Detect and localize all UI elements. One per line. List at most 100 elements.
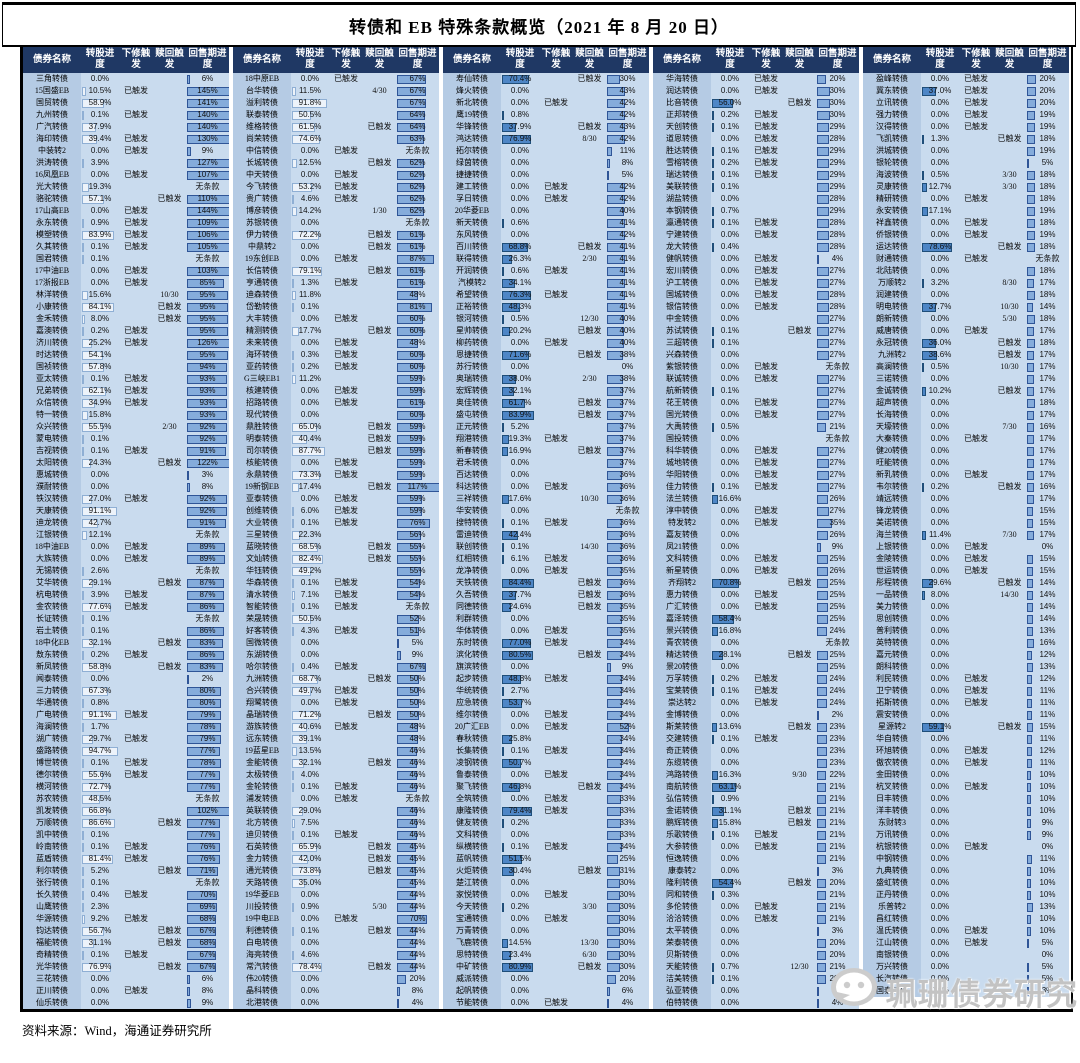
conversion-progress: 0.0% [291, 145, 329, 157]
bond-name: 游族转债 [233, 721, 291, 733]
put-period-progress: 51% [396, 625, 439, 637]
conversion-progress: 0.0% [711, 397, 749, 409]
put-period-progress-bar [817, 98, 830, 108]
put-period-progress-bar [187, 110, 229, 120]
downward-revision-trigger [329, 325, 363, 337]
downward-revision-trigger: 已触发 [329, 661, 363, 673]
put-period-progress-bar [1027, 722, 1034, 732]
redemption-trigger [993, 901, 1026, 913]
conversion-progress: 0.1% [711, 685, 749, 697]
redemption-trigger: 8/30 [573, 133, 606, 145]
bond-name: 九洲转债 [233, 673, 291, 685]
bond-name: 特发转2 [653, 517, 711, 529]
redemption-trigger: 已触发 [363, 445, 396, 457]
downward-revision-trigger: 已触发 [749, 277, 783, 289]
conversion-progress-bar [82, 290, 88, 300]
conversion-progress-bar [82, 842, 84, 852]
conversion-progress: 0.9% [81, 217, 119, 229]
redemption-trigger [993, 229, 1026, 241]
conversion-progress-bar [502, 530, 519, 540]
conversion-progress-bar [292, 434, 308, 444]
redemption-trigger [993, 505, 1026, 517]
redemption-trigger: 已触发 [363, 121, 396, 133]
put-period-progress-bar [397, 470, 423, 480]
conversion-progress: 0.0% [501, 709, 539, 721]
conversion-progress-bar [82, 770, 104, 780]
redemption-trigger [153, 73, 186, 85]
conversion-progress-bar [712, 482, 714, 492]
downward-revision-trigger [119, 421, 153, 433]
downward-revision-trigger [539, 133, 573, 145]
redemption-trigger [153, 553, 186, 565]
put-period-progress-bar [817, 758, 827, 768]
put-period-progress: 28% [816, 193, 859, 205]
put-period-progress: 23% [816, 721, 859, 733]
put-period-progress-bar [187, 866, 218, 876]
conversion-progress: 0.1% [291, 601, 329, 613]
bond-name: 通光转债 [233, 865, 291, 877]
put-period-progress: 55% [396, 541, 439, 553]
conversion-progress-bar [502, 278, 515, 288]
bond-name: 天壕转债 [863, 421, 921, 433]
put-period-progress-bar [187, 890, 218, 900]
put-period-progress: 80% [186, 697, 229, 709]
conversion-progress: 0.1% [711, 217, 749, 229]
put-period-progress: 17% [1026, 445, 1069, 457]
downward-revision-trigger [329, 865, 363, 877]
conversion-progress: 34.1% [501, 277, 539, 289]
conversion-progress-bar [82, 386, 106, 396]
put-period-progress: 34% [606, 685, 649, 697]
redemption-trigger [363, 193, 396, 205]
conversion-progress-bar [922, 386, 926, 396]
downward-revision-trigger [119, 577, 153, 589]
redemption-trigger: 10/30 [573, 493, 606, 505]
bond-name: 长信转债 [233, 265, 291, 277]
bond-name: 淳中转债 [653, 505, 711, 517]
put-period-progress: 68% [186, 937, 229, 949]
downward-revision-trigger [749, 661, 783, 673]
redemption-trigger [993, 889, 1026, 901]
bond-name: 广电转债 [23, 709, 81, 721]
put-period-progress-bar [1027, 350, 1035, 360]
downward-revision-trigger: 已触发 [749, 265, 783, 277]
conversion-progress: 0.0% [921, 457, 959, 469]
put-period-progress-bar [817, 686, 828, 696]
conversion-progress-bar [82, 938, 94, 948]
put-period-progress: 17% [1026, 529, 1069, 541]
downward-revision-trigger: 已触发 [119, 889, 153, 901]
put-period-progress: 21% [816, 913, 859, 925]
put-period-progress-bar [607, 458, 623, 468]
put-period-progress: 56% [396, 529, 439, 541]
redemption-trigger [153, 157, 186, 169]
put-period-progress-bar [187, 338, 229, 348]
conversion-progress: 0.0% [921, 925, 959, 937]
conversion-progress: 0.0% [921, 613, 959, 625]
bond-name: 永冠转债 [863, 337, 921, 349]
put-period-progress: 33% [606, 817, 649, 829]
redemption-trigger: 已触发 [993, 337, 1026, 349]
put-period-progress: 59% [396, 469, 439, 481]
bond-name: 凯发转债 [23, 805, 81, 817]
downward-revision-trigger: 已触发 [749, 697, 783, 709]
put-period-progress-bar [817, 398, 829, 408]
downward-revision-trigger [749, 745, 783, 757]
put-period-progress-bar [1027, 866, 1032, 876]
conversion-progress: 0.0% [291, 313, 329, 325]
downward-revision-trigger: 已触发 [959, 841, 993, 853]
put-period-progress: 27% [816, 349, 859, 361]
redemption-trigger [573, 421, 606, 433]
downward-revision-trigger: 已触发 [959, 325, 993, 337]
put-period-progress: 40% [606, 325, 649, 337]
conversion-progress: 0.0% [501, 157, 539, 169]
bond-name: 银信转债 [653, 301, 711, 313]
redemption-trigger [993, 805, 1026, 817]
redemption-trigger [573, 709, 606, 721]
put-period-progress: 20% [1026, 85, 1069, 97]
conversion-progress-bar [712, 686, 714, 696]
bond-name: 华钰转债 [233, 565, 291, 577]
put-period-progress: 8% [186, 481, 229, 493]
bond-name: 龙净转债 [443, 565, 501, 577]
downward-revision-trigger: 已触发 [119, 109, 153, 121]
conversion-progress: 0.0% [711, 313, 749, 325]
put-period-progress: 42% [606, 181, 649, 193]
